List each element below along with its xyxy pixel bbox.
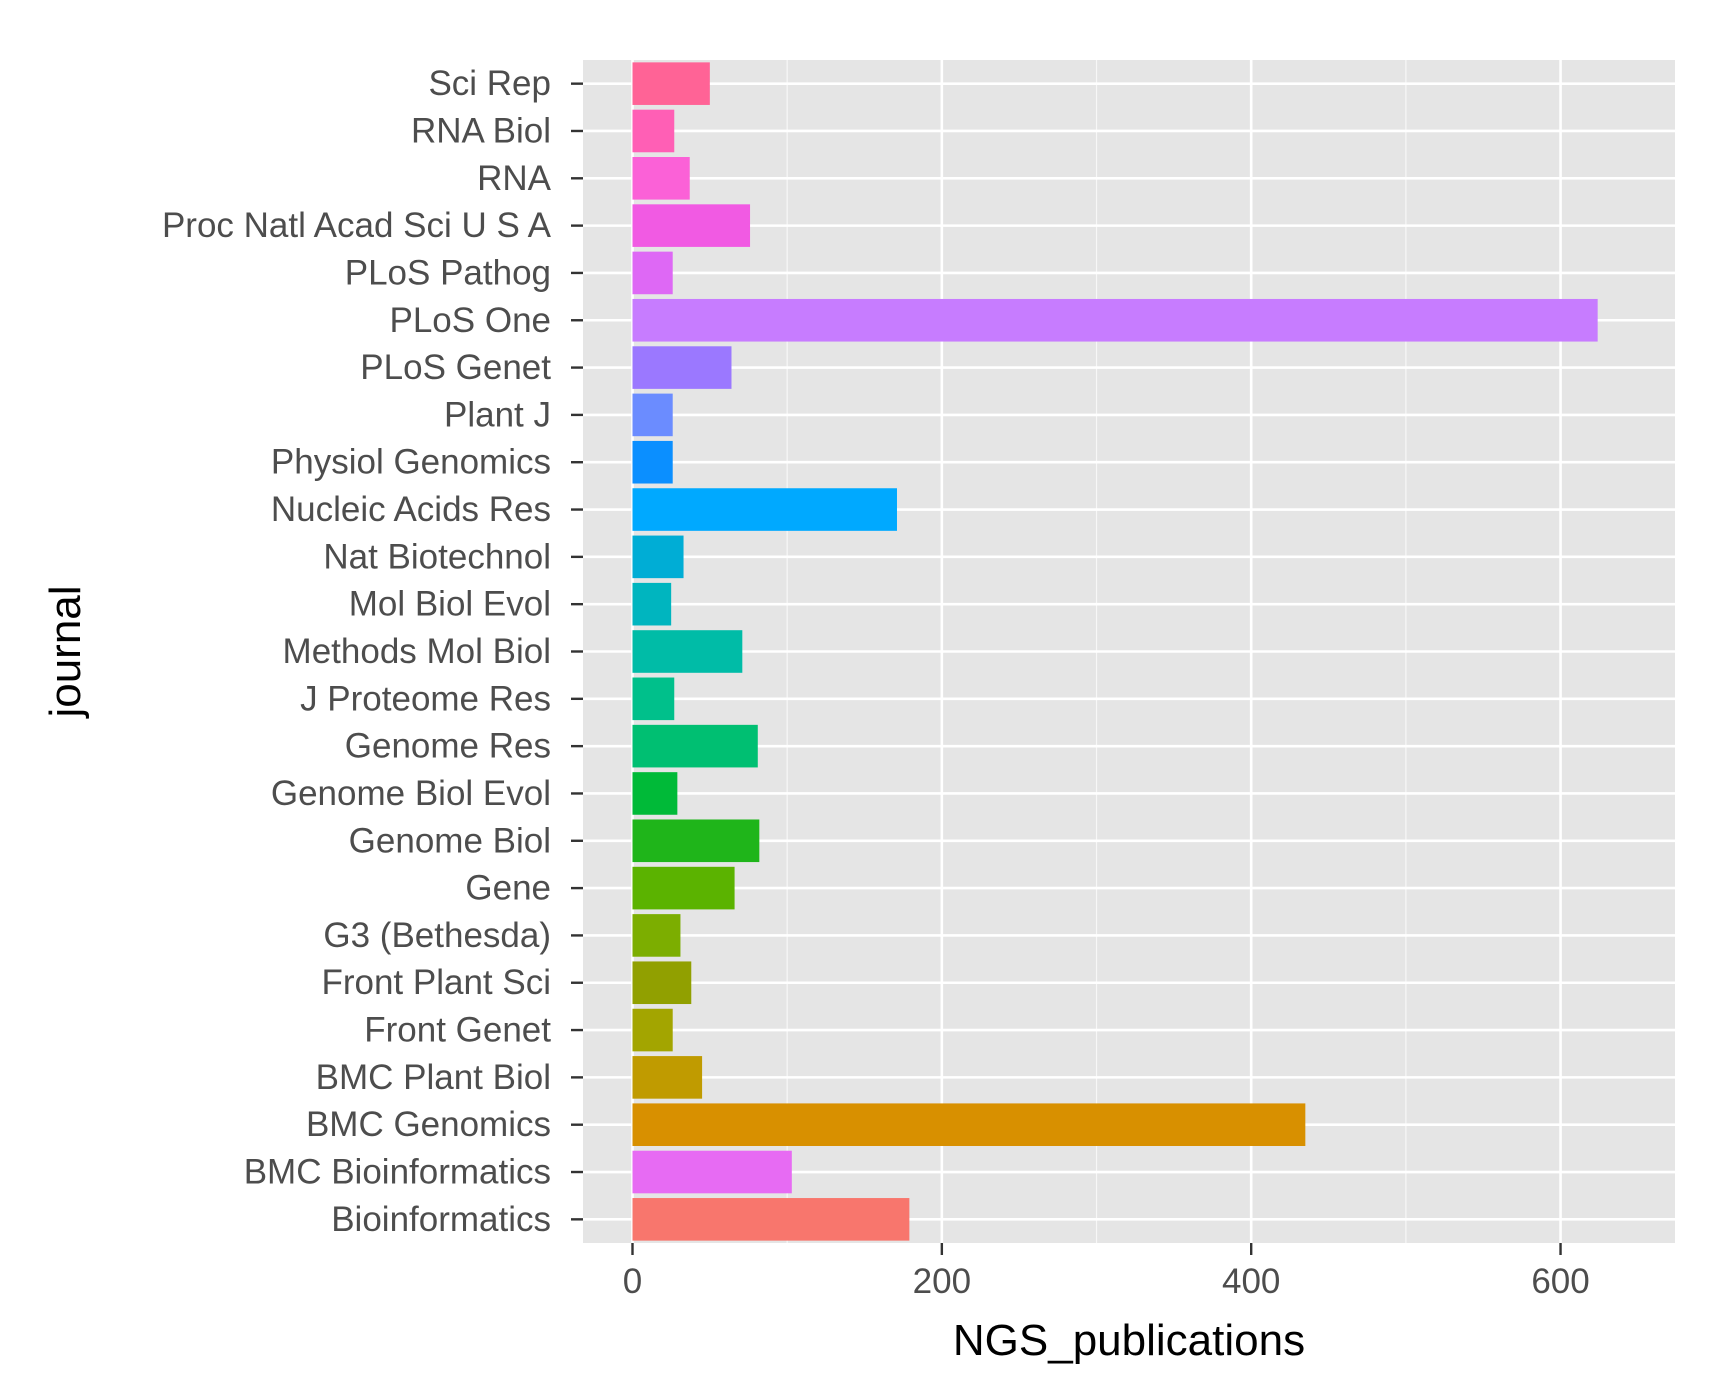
y-tick-label: RNA	[477, 159, 552, 198]
bar	[632, 488, 897, 531]
y-tick-label: G3 (Bethesda)	[323, 916, 551, 955]
bar	[632, 1008, 673, 1052]
bar	[632, 251, 673, 295]
y-tick-label: Mol Biol Evol	[349, 585, 551, 624]
y-tick-label: Proc Natl Acad Sci U S A	[162, 206, 552, 245]
y-tick-label: Methods Mol Biol	[283, 632, 551, 671]
bars	[632, 62, 1598, 1241]
x-axis-title: NGS_publications	[953, 1316, 1305, 1365]
y-axis-title: journal	[41, 585, 90, 719]
x-tick-label: 600	[1531, 1262, 1589, 1301]
bar	[632, 914, 681, 957]
x-tick-label: 400	[1222, 1262, 1280, 1301]
y-tick-label: Plant J	[444, 395, 551, 434]
x-axis: 0 200 400 600	[623, 1243, 1590, 1301]
y-tick-label: J Proteome Res	[300, 679, 551, 718]
bar	[632, 772, 678, 815]
y-tick-label: Gene	[465, 869, 551, 908]
bar	[632, 298, 1598, 342]
y-tick-label: Genome Biol	[349, 821, 551, 860]
x-tick-label: 200	[913, 1262, 971, 1301]
bar	[632, 1150, 792, 1194]
y-tick-label: Nucleic Acids Res	[271, 490, 551, 529]
y-tick-label: BMC Bioinformatics	[244, 1153, 551, 1192]
y-tick-label: Sci Rep	[428, 64, 551, 103]
y-tick-label: Genome Biol Evol	[271, 774, 551, 813]
bar	[632, 630, 743, 673]
x-tick-label: 0	[623, 1262, 642, 1301]
bar	[632, 866, 735, 910]
bar	[632, 677, 675, 721]
bar	[632, 393, 673, 437]
y-tick-label: PLoS Pathog	[345, 253, 551, 292]
bar	[632, 1198, 910, 1241]
y-tick-label: Front Genet	[364, 1011, 551, 1050]
bar	[632, 1056, 703, 1099]
y-tick-label: Genome Res	[345, 727, 551, 766]
bar	[632, 346, 732, 389]
bar	[632, 582, 672, 626]
y-tick-label: PLoS Genet	[360, 348, 551, 387]
y-tick-label: Physiol Genomics	[271, 443, 551, 482]
y-tick-label: BMC Plant Biol	[316, 1058, 551, 1097]
bar	[632, 440, 673, 484]
bar	[632, 62, 710, 105]
y-axis: Bioinformatics BMC Bioinformatics BMC Geno…	[162, 64, 583, 1239]
y-tick-label: Nat Biotechnol	[323, 537, 551, 576]
bar	[632, 1103, 1306, 1146]
bar	[632, 157, 690, 200]
bar	[632, 724, 758, 768]
bar	[632, 535, 684, 579]
y-tick-label: Bioinformatics	[331, 1200, 551, 1239]
y-tick-label: BMC Genomics	[306, 1105, 551, 1144]
bar	[632, 819, 760, 863]
bar	[632, 204, 751, 247]
y-tick-label: RNA Biol	[411, 111, 551, 150]
y-tick-label: PLoS One	[390, 301, 552, 340]
bar	[632, 961, 692, 1005]
y-tick-label: Front Plant Sci	[321, 963, 551, 1002]
bar	[632, 109, 675, 153]
